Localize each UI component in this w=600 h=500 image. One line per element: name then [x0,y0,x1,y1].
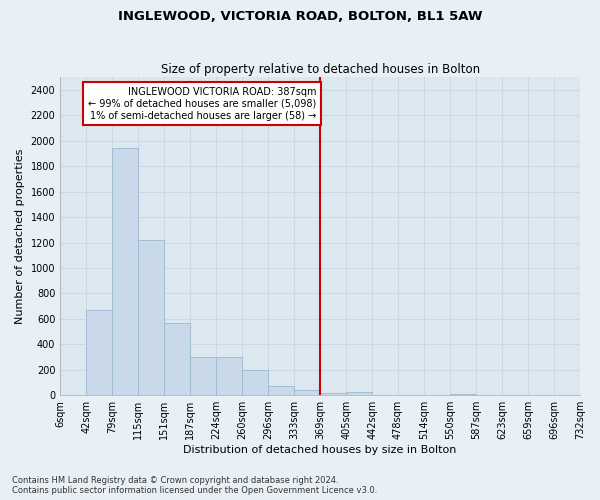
Y-axis label: Number of detached properties: Number of detached properties [15,148,25,324]
Bar [320,392,346,395]
Bar [502,394,528,395]
Text: Contains HM Land Registry data © Crown copyright and database right 2024.
Contai: Contains HM Land Registry data © Crown c… [12,476,377,495]
Bar [528,394,554,395]
Bar [216,357,242,395]
Bar [554,394,580,395]
Text: INGLEWOOD VICTORIA ROAD: 387sqm
← 99% of detached houses are smaller (5,098)
1% : INGLEWOOD VICTORIA ROAD: 387sqm ← 99% of… [88,88,316,120]
Bar [424,394,450,395]
Bar [60,394,86,395]
Bar [164,322,190,395]
Title: Size of property relative to detached houses in Bolton: Size of property relative to detached ho… [161,63,479,76]
Bar [294,390,320,395]
Bar [476,394,502,395]
X-axis label: Distribution of detached houses by size in Bolton: Distribution of detached houses by size … [184,445,457,455]
Bar [138,240,164,395]
Text: INGLEWOOD, VICTORIA ROAD, BOLTON, BL1 5AW: INGLEWOOD, VICTORIA ROAD, BOLTON, BL1 5A… [118,10,482,23]
Bar [190,357,216,395]
Bar [86,310,112,395]
Bar [268,386,294,395]
Bar [398,394,424,395]
Bar [372,394,398,395]
Bar [112,148,138,395]
Bar [450,394,476,395]
Bar [242,370,268,395]
Bar [346,392,372,395]
